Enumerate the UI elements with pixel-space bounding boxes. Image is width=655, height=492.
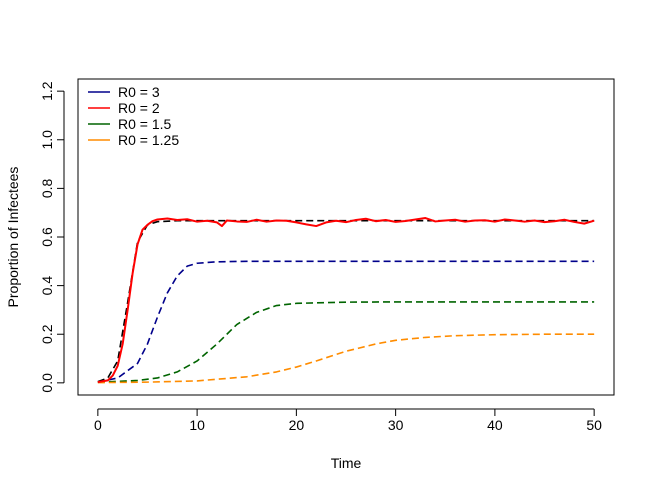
legend-label: R0 = 1.25: [118, 132, 179, 148]
x-tick-label: 30: [388, 417, 404, 433]
y-tick-label: 1.2: [39, 81, 55, 101]
y-tick-label: 1.0: [39, 130, 55, 150]
x-axis-title: Time: [331, 455, 362, 471]
y-tick-label: 0.8: [39, 178, 55, 198]
series-dashed-navy: [97, 260, 595, 383]
legend-label: R0 = 2: [118, 100, 160, 116]
legend: R0 = 3R0 = 2R0 = 1.5R0 = 1.25: [88, 84, 179, 148]
y-tick-label: 0.4: [39, 276, 55, 296]
series-layer: [97, 217, 595, 384]
legend-label: R0 = 3: [118, 84, 160, 100]
x-tick-label: 10: [189, 417, 205, 433]
series-dashed-orange: [97, 333, 595, 384]
series-dashed-green: [97, 301, 595, 384]
x-tick-label: 0: [94, 417, 102, 433]
y-tick-label: 0.2: [39, 324, 55, 344]
series-solid-red: [97, 217, 595, 384]
y-axis-title: Proportion of Infectees: [5, 167, 21, 308]
y-axis: 0.0 0.2 0.4 0.6 0.8 1.0 1.2: [39, 81, 65, 393]
x-tick-label: 40: [487, 417, 503, 433]
plot-box: [77, 78, 615, 396]
x-tick-label: 50: [586, 417, 602, 433]
x-tick-label: 20: [289, 417, 305, 433]
x-axis: 0 10 20 30 40 50: [94, 408, 602, 433]
y-tick-label: 0.6: [39, 227, 55, 247]
y-tick-label: 0.0: [39, 373, 55, 393]
legend-label: R0 = 1.5: [118, 116, 172, 132]
